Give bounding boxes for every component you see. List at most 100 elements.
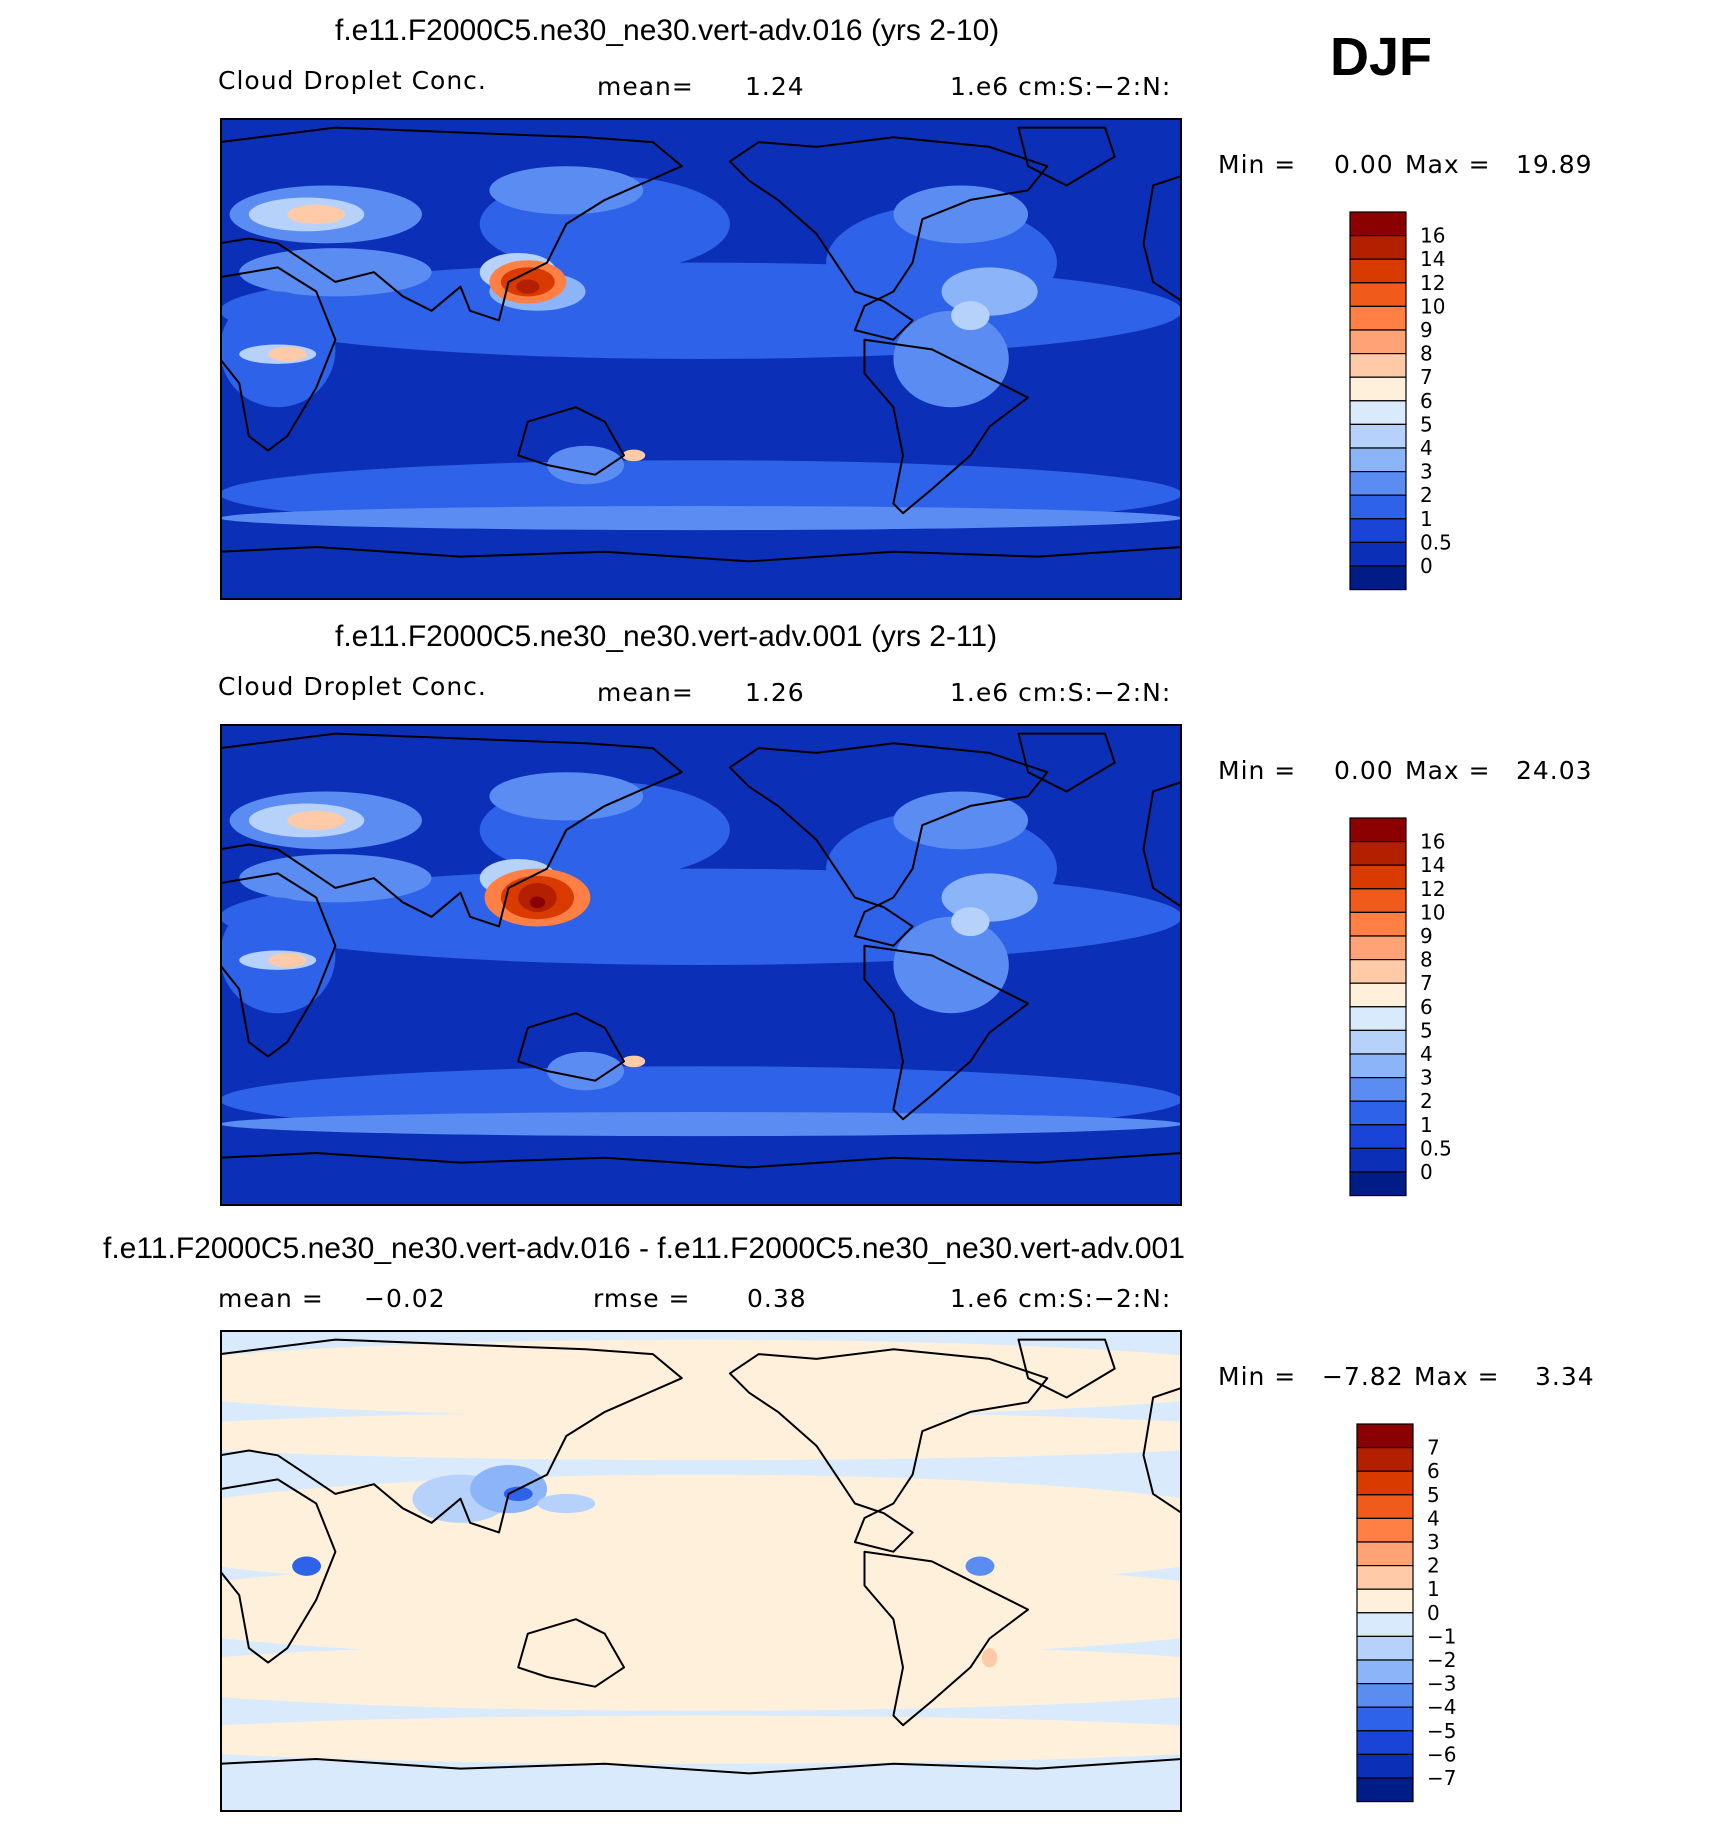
colorbar-swatch: [1356, 1494, 1414, 1520]
field-contour: [622, 449, 646, 462]
colorbar-swatch: [1356, 1683, 1414, 1708]
colorbar-swatch: [1349, 1171, 1407, 1197]
panel2-map: [220, 724, 1182, 1206]
colorbar-swatch: [1356, 1635, 1414, 1661]
field-contour: [239, 248, 432, 297]
panel1-min-label: Min =: [1218, 150, 1297, 179]
field-contour: [622, 1055, 646, 1068]
colorbar-level-label: 6: [1420, 995, 1433, 1019]
coastline: [1017, 732, 1116, 793]
coastline: [1142, 1386, 1182, 1515]
colorbar-swatch: [1356, 1470, 1414, 1496]
colorbar-level-label: 3: [1427, 1530, 1440, 1554]
panel3-rmse-value: 0.38: [747, 1284, 807, 1313]
colorbar-swatch: [1356, 1565, 1414, 1590]
colorbar-level-label: 0: [1420, 1160, 1433, 1184]
colorbar-swatch: [1349, 305, 1407, 331]
coastline: [863, 944, 1030, 1121]
coastline: [728, 136, 1049, 341]
coastline: [1017, 1338, 1116, 1399]
colorbar-level-label: 2: [1427, 1554, 1440, 1578]
colorbar-level-label: 5: [1420, 412, 1433, 436]
coastline: [863, 1550, 1030, 1727]
panel3-max-value: 3.34: [1535, 1362, 1595, 1391]
colorbar-swatch: [1349, 494, 1407, 520]
field-band: [220, 1339, 1182, 1417]
colorbar-swatch: [1349, 1006, 1407, 1032]
panel1-units: 1.e6 cm:S:−2:N:: [950, 72, 1172, 101]
colorbar-swatch: [1356, 1541, 1414, 1567]
coastline: [220, 732, 683, 928]
colorbar-level-label: 0.5: [1420, 530, 1452, 554]
colorbar-swatch: [1349, 911, 1407, 937]
colorbar-swatch: [1349, 235, 1407, 260]
colorbar-level-label: 4: [1427, 1506, 1440, 1530]
colorbar-level-label: 1: [1420, 507, 1433, 531]
colorbar-level-label: 7: [1427, 1436, 1440, 1460]
colorbar-level-label: 9: [1420, 318, 1433, 342]
colorbar-swatch: [1349, 1053, 1407, 1079]
panel3-max-label: Max =: [1414, 1362, 1500, 1391]
colorbar-level-label: 12: [1420, 877, 1445, 901]
field-contour: [268, 952, 307, 968]
coastline: [1142, 780, 1182, 909]
field-hotspot: [516, 279, 540, 294]
colorbar-swatch: [1349, 888, 1407, 914]
colorbar-level-label: 0: [1420, 554, 1433, 578]
colorbar-swatch: [1349, 400, 1407, 426]
colorbar-swatch: [1356, 1730, 1414, 1755]
colorbar-level-label: 7: [1420, 365, 1433, 389]
colorbar-swatch: [1356, 1517, 1414, 1543]
coastline: [220, 1478, 337, 1664]
panel1-mean-value: 1.24: [745, 72, 805, 101]
colorbar-swatch: [1356, 1659, 1414, 1685]
season-label: DJF: [1330, 27, 1433, 87]
panel1-mean-label: mean=: [597, 72, 694, 101]
map-frame: [220, 1330, 1182, 1812]
field-anomaly: [503, 1486, 533, 1502]
colorbar-swatch: [1349, 541, 1407, 567]
field-anomaly: [292, 1556, 322, 1576]
coastline: [220, 266, 337, 452]
field-contour: [893, 791, 1029, 850]
colorbar-swatch: [1356, 1588, 1414, 1614]
field-contour: [489, 772, 644, 821]
coastline: [220, 1152, 1182, 1206]
colorbar-level-label: 4: [1420, 1042, 1433, 1066]
colorbar-level-label: 3: [1420, 460, 1433, 484]
field-band: [220, 1643, 1182, 1711]
coastline: [728, 1348, 1049, 1553]
panel2-units: 1.e6 cm:S:−2:N:: [950, 678, 1172, 707]
colorbar-level-label: 4: [1420, 436, 1433, 460]
coastline: [1017, 126, 1116, 187]
colorbar-level-label: 7: [1420, 971, 1433, 995]
colorbar-level-label: 8: [1420, 342, 1433, 366]
coastline: [1142, 174, 1182, 303]
field-contour: [220, 1112, 1182, 1137]
colorbar-swatch: [1349, 211, 1407, 237]
coastline: [517, 1618, 625, 1688]
panel3-min-value: −7.82: [1322, 1362, 1404, 1391]
panel2-max-label: Max =: [1405, 756, 1491, 785]
colorbar-level-label: 16: [1420, 224, 1445, 248]
colorbar-level-label: 14: [1420, 853, 1445, 877]
colorbar-swatch: [1349, 1100, 1407, 1126]
colorbar-swatch: [1349, 817, 1407, 843]
field-contour: [239, 854, 432, 903]
coastline: [863, 338, 1030, 515]
coastline: [220, 1758, 1182, 1812]
panel3-mean-value: −0.02: [364, 1284, 446, 1313]
colorbar-swatch: [1356, 1423, 1414, 1449]
colorbar-swatch: [1356, 1447, 1414, 1472]
coastline: [220, 546, 1182, 600]
colorbar-level-label: 10: [1420, 900, 1445, 924]
field-band: [220, 1411, 1182, 1461]
panel2-variable: Cloud Droplet Conc.: [218, 672, 487, 701]
colorbar-swatch: [1349, 935, 1407, 961]
colorbar-swatch: [1349, 1077, 1407, 1102]
panel3-units: 1.e6 cm:S:−2:N:: [950, 1284, 1172, 1313]
panel2-max-value: 24.03: [1516, 756, 1593, 785]
panel2-min-value: 0.00: [1334, 756, 1394, 785]
panel1-max-label: Max =: [1405, 150, 1491, 179]
